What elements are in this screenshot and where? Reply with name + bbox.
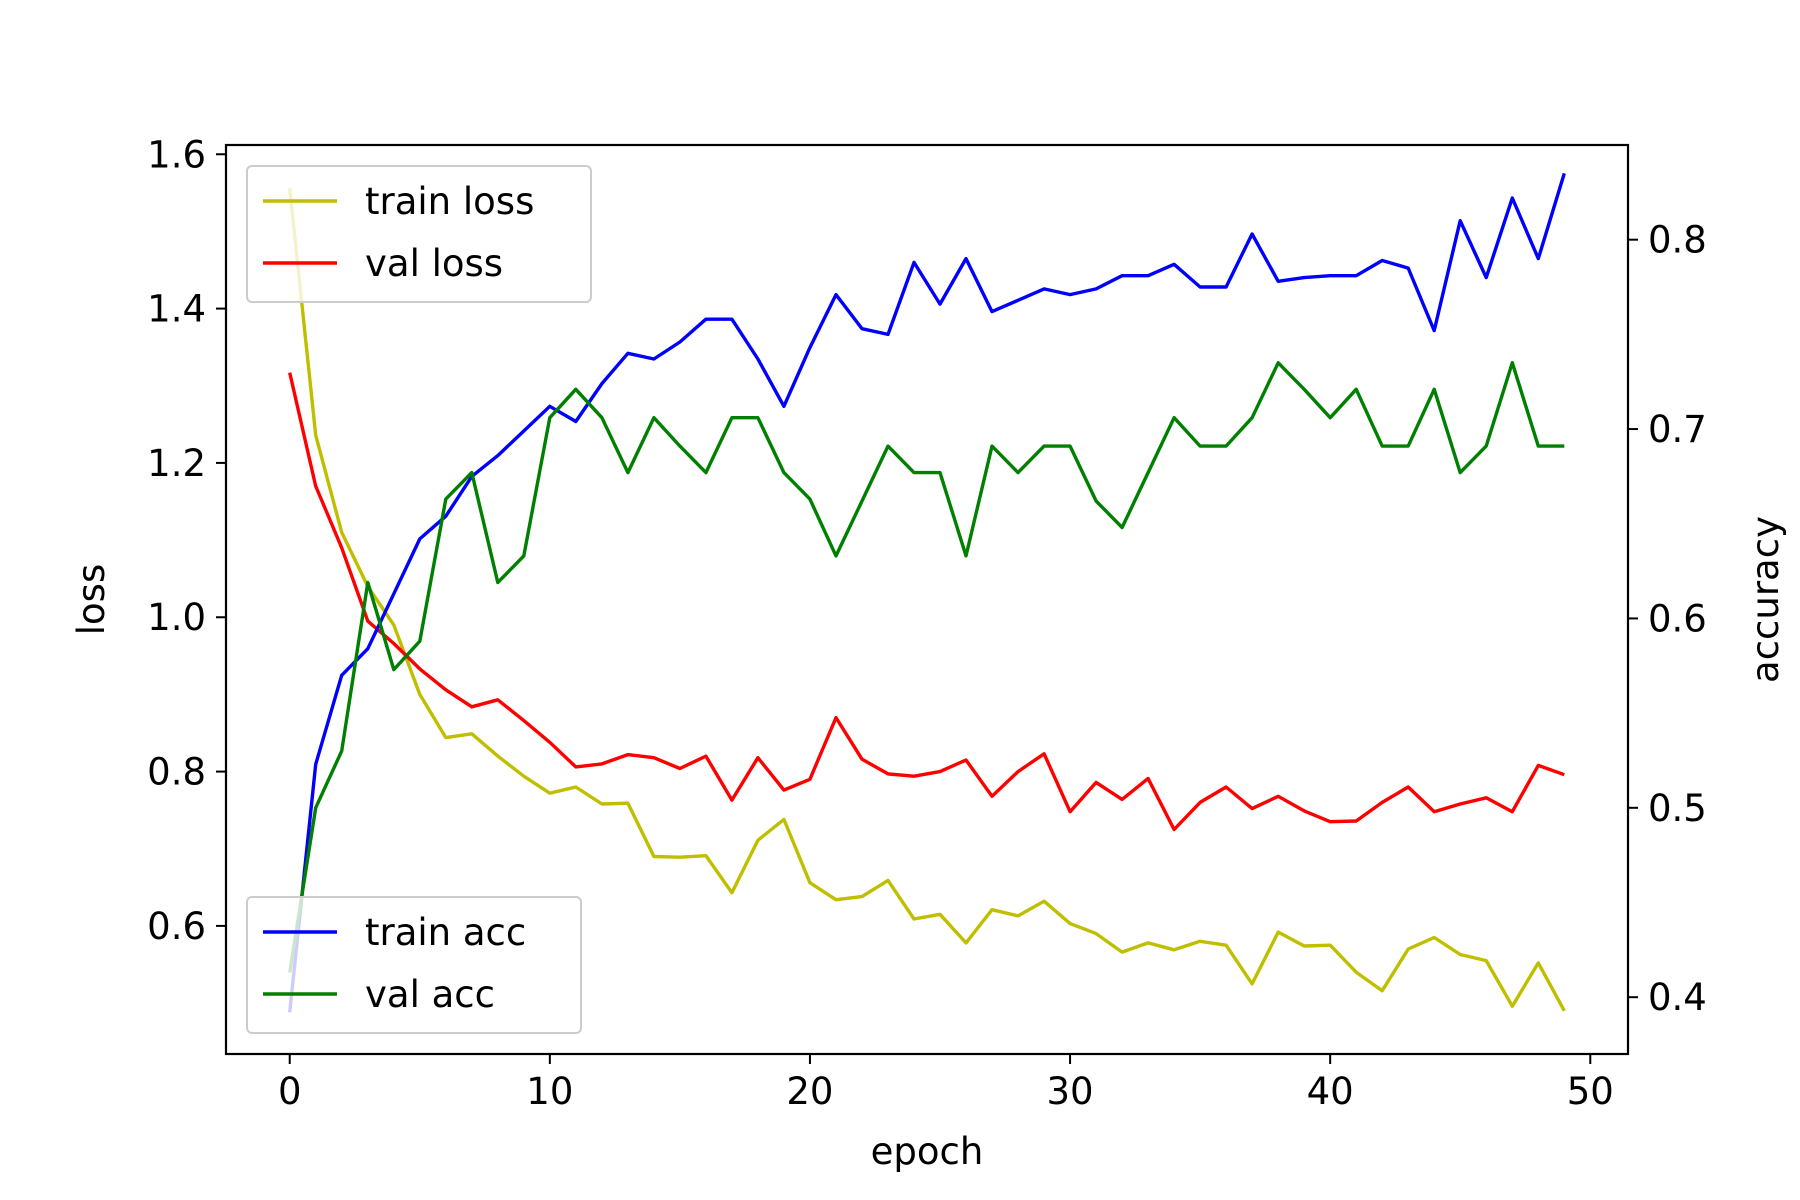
y2-tick-label: 0.6 — [1648, 597, 1707, 640]
x-tick-label: 40 — [1307, 1070, 1354, 1113]
y-tick-label: 0.6 — [147, 905, 206, 948]
ticks-layer: 0 10 20 30 40 50 0.6 0.8 1.0 1.2 1.4 1.6 0.4 0.5 0.6 0.… — [147, 133, 1707, 1113]
legend-layer: train loss val loss train acc val acc — [246, 165, 592, 1034]
series-line-val-acc — [288, 361, 1565, 973]
series-layer — [288, 172, 1566, 1013]
y-tick-label: 1.4 — [147, 288, 206, 331]
y2-tick-label: 0.8 — [1648, 219, 1707, 262]
legend-label: train loss — [365, 180, 534, 223]
x-tick-label: 30 — [1047, 1070, 1094, 1113]
legend-label: train acc — [365, 911, 526, 954]
y-tick-label: 1.6 — [147, 133, 206, 176]
y2-tick-label: 0.5 — [1648, 787, 1707, 830]
legend-label: val acc — [365, 973, 495, 1016]
x-tick-label: 0 — [278, 1070, 302, 1113]
x-tick-label: 50 — [1567, 1070, 1614, 1113]
x-tick-label: 10 — [526, 1070, 573, 1113]
y-tick-label: 0.8 — [147, 751, 206, 794]
y-tick-label: 1.2 — [147, 442, 206, 485]
legend-lower-left: train acc val acc — [246, 896, 582, 1034]
y-tick-label: 1.0 — [147, 596, 206, 639]
y2-axis-label: accuracy — [1744, 516, 1787, 683]
series-line-val-loss — [288, 372, 1565, 832]
series-line-train-loss — [288, 188, 1566, 1012]
x-tick-label: 20 — [786, 1070, 833, 1113]
series-line-train-acc — [288, 172, 1566, 1013]
legend-upper-left: train loss val loss — [246, 165, 592, 303]
legend-label: val loss — [365, 242, 503, 285]
x-axis-label: epoch — [871, 1130, 984, 1173]
y2-tick-label: 0.7 — [1648, 408, 1707, 451]
plot-frame — [224, 143, 1630, 1056]
y-axis-label: loss — [70, 564, 113, 635]
y2-tick-label: 0.4 — [1648, 976, 1707, 1019]
